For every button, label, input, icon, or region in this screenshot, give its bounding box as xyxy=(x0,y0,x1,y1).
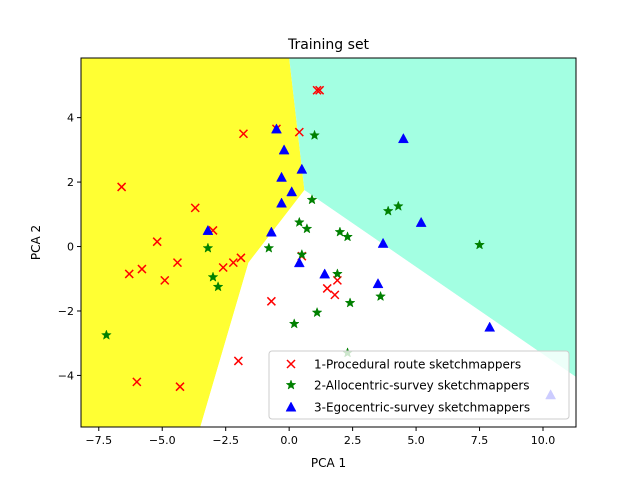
egocentric-point xyxy=(415,216,427,227)
x-tick-label: −5.0 xyxy=(149,434,176,447)
procedural-point xyxy=(160,275,170,285)
allocentric-point xyxy=(311,306,323,318)
procedural-point xyxy=(218,262,228,273)
legend-marker-star xyxy=(285,379,297,390)
legend-marker-glyph xyxy=(285,401,297,412)
egocentric-point xyxy=(319,268,331,279)
allocentric-point xyxy=(212,281,224,292)
x-tick-label: 10.0 xyxy=(531,434,556,447)
decision-region-1 xyxy=(289,58,576,377)
allocentric-point xyxy=(296,248,308,260)
procedural-point xyxy=(175,382,185,392)
procedural-point xyxy=(137,264,147,274)
chart-title: Training set xyxy=(287,37,370,53)
procedural-point xyxy=(228,258,238,268)
legend-marker-glyph xyxy=(286,359,296,369)
egocentric-point xyxy=(286,186,298,197)
procedural-point xyxy=(117,182,127,192)
allocentric-point xyxy=(301,223,313,234)
allocentric-point xyxy=(375,290,386,302)
y-axis: −4 −2 0 2 4 xyxy=(58,112,81,382)
egocentric-point xyxy=(484,321,496,332)
legend-label-allocentric: 2-Allocentric-survey sketchmappers xyxy=(314,379,530,393)
procedural-point xyxy=(132,377,142,387)
y-tick-label: 4 xyxy=(67,112,74,125)
allocentric-point xyxy=(342,231,353,242)
allocentric-point xyxy=(202,242,214,253)
x-tick-label: 2.5 xyxy=(344,434,362,447)
egocentric-point xyxy=(397,133,409,144)
legend-label-procedural: 1-Procedural route sketchmappers xyxy=(314,358,521,372)
allocentric-point xyxy=(392,200,404,211)
procedural-point xyxy=(315,85,325,95)
egocentric-point xyxy=(278,144,290,155)
legend-entry-procedural: 1-Procedural route sketchmappers xyxy=(286,358,521,372)
plot-frame xyxy=(80,57,577,428)
legend-entry-egocentric: 3-Egocentric-survey sketchmappers xyxy=(285,401,530,415)
y-tick-label: −4 xyxy=(58,369,74,382)
legend-marker-glyph xyxy=(285,379,297,390)
legend-label-egocentric: 3-Egocentric-survey sketchmappers xyxy=(314,401,530,415)
data-points xyxy=(100,85,557,400)
procedural-point xyxy=(266,296,276,306)
procedural-point xyxy=(238,129,248,139)
allocentric-point xyxy=(382,205,394,216)
allocentric-point xyxy=(344,297,356,308)
allocentric-point xyxy=(263,242,275,253)
y-axis-label: PCA 2 xyxy=(29,225,43,260)
egocentric-point xyxy=(265,226,277,237)
allocentric-point xyxy=(100,329,112,340)
egocentric-point xyxy=(296,163,308,174)
x-tick-label: −7.5 xyxy=(85,434,112,447)
x-tick-label: −2.5 xyxy=(212,434,239,447)
egocentric-point xyxy=(271,123,282,134)
egocentric-point xyxy=(276,197,287,208)
legend-entry-allocentric: 2-Allocentric-survey sketchmappers xyxy=(285,379,530,393)
allocentric-point xyxy=(334,226,346,237)
egocentric-point xyxy=(293,257,305,268)
allocentric-point xyxy=(293,216,305,227)
x-axis: −7.5 −5.0 −2.5 0.0 2.5 5.0 7.5 10.0 xyxy=(85,427,555,447)
allocentric-point xyxy=(309,129,320,140)
y-tick-label: −2 xyxy=(58,305,74,318)
x-tick-label: 7.5 xyxy=(471,434,489,447)
procedural-point xyxy=(190,203,200,213)
procedural-point xyxy=(124,269,134,279)
x-axis-label: PCA 1 xyxy=(311,456,346,470)
y-tick-label: 0 xyxy=(67,241,74,254)
x-tick-label: 5.0 xyxy=(407,434,425,447)
procedural-point xyxy=(152,237,162,247)
decision-region-0 xyxy=(81,58,305,427)
x-tick-label: 0.0 xyxy=(280,434,298,447)
procedural-point xyxy=(322,283,332,293)
procedural-point xyxy=(172,258,182,268)
procedural-point xyxy=(236,253,246,263)
procedural-point xyxy=(233,356,243,366)
legend-marker-x xyxy=(286,359,296,369)
procedural-point xyxy=(312,85,322,95)
allocentric-point xyxy=(288,318,300,329)
egocentric-point xyxy=(377,237,389,248)
allocentric-point xyxy=(331,268,343,279)
allocentric-point xyxy=(474,239,485,250)
egocentric-point xyxy=(276,171,287,182)
legend: 1-Procedural route sketchmappers 2-Alloc… xyxy=(268,350,570,420)
egocentric-point xyxy=(372,278,384,289)
procedural-point xyxy=(294,127,304,137)
allocentric-point xyxy=(207,271,219,282)
procedural-point xyxy=(330,290,340,300)
allocentric-point xyxy=(306,194,318,205)
egocentric-point xyxy=(202,224,214,235)
legend-marker-triangle xyxy=(285,401,297,412)
y-tick-label: 2 xyxy=(67,176,74,189)
legend-box xyxy=(268,350,570,420)
